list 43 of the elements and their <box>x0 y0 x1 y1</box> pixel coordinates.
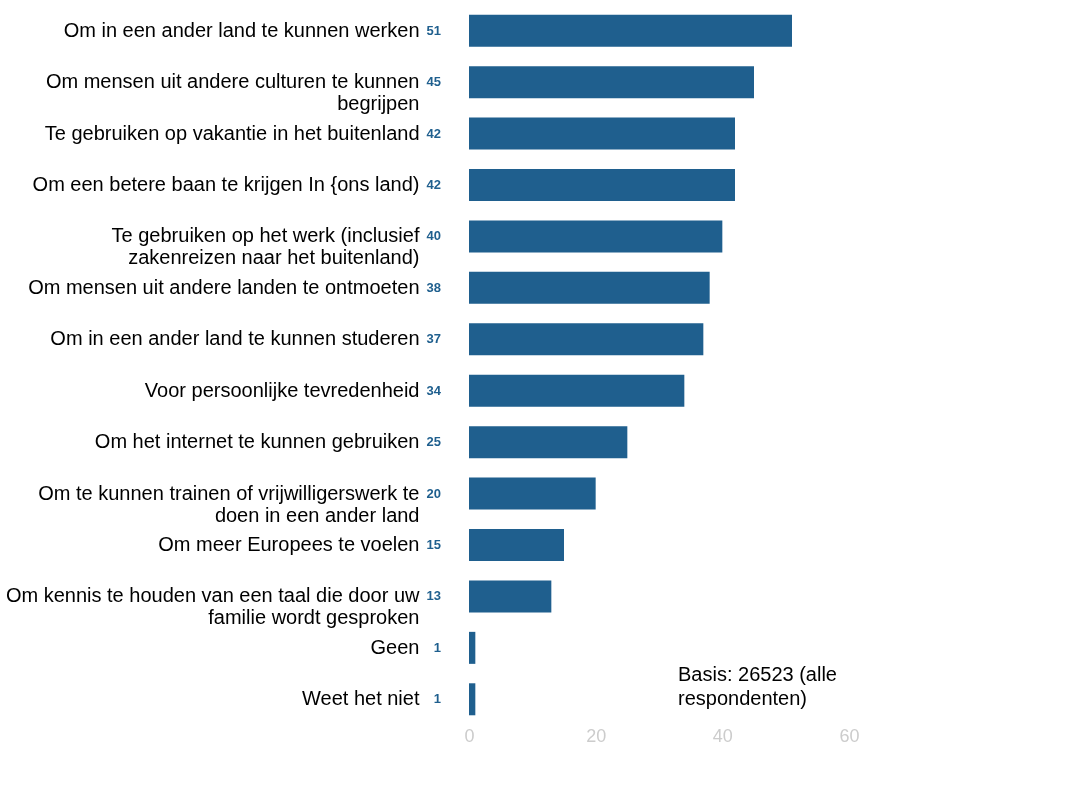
y-tick-label: Om in een ander land te kunnen werken <box>63 18 420 41</box>
bar <box>469 374 685 407</box>
data-label: 15 <box>426 537 441 552</box>
bar <box>469 529 564 561</box>
data-label: 34 <box>426 382 442 398</box>
bar <box>469 169 735 201</box>
y-tick-label: Te gebruiken op het werk (inclusief zakenreizen naar het buitenland) <box>111 224 420 269</box>
y-tick-label: Om meer Europees te voelen <box>158 533 420 555</box>
data-label: 42 <box>426 177 441 192</box>
bar <box>469 683 476 716</box>
bar <box>469 220 723 253</box>
y-tick-label: Om een betere baan te krijgen In {ons land) <box>32 173 420 195</box>
y-tick-label: Om mensen uit andere culturen te kunnen begrijpen <box>45 70 420 115</box>
data-label: 40 <box>426 228 441 244</box>
data-label: 38 <box>426 279 441 295</box>
annotation: Basis: 26523 (alle respondenten) <box>678 663 837 709</box>
y-tick-label: Geen <box>370 635 420 658</box>
bar <box>469 117 735 150</box>
data-label: 13 <box>426 588 441 604</box>
bar <box>469 477 596 510</box>
y-tick-label: Om het internet te kunnen gebruiken <box>94 430 420 453</box>
y-tick-label: Om in een ander land te kunnen studeren <box>50 327 420 350</box>
bar <box>469 271 710 304</box>
y-tick-label: Om kennis te houden van een taal die door uw familie wordt gesproken <box>5 584 421 629</box>
data-label: 37 <box>426 331 441 347</box>
bar <box>469 580 552 613</box>
data-label: 1 <box>433 639 441 655</box>
y-tick-label: Weet het niet <box>302 687 420 710</box>
y-tick-label: Te gebruiken op vakantie in het buitenland <box>44 121 420 144</box>
data-label: 42 <box>426 125 441 141</box>
y-tick-label: Om mensen uit andere landen te ontmoeten <box>28 275 420 298</box>
y-tick-label: Voor persoonlijke tevredenheid <box>144 378 420 401</box>
bar <box>469 426 628 459</box>
data-label: 45 <box>426 74 441 90</box>
bar <box>469 14 792 47</box>
data-label: 20 <box>426 485 441 501</box>
data-label: 1 <box>433 691 441 707</box>
y-tick-label: Om te kunnen trainen of vrijwilligerswerk te doen in een ander land <box>38 481 420 526</box>
data-label: 51 <box>426 22 441 38</box>
bar <box>469 66 754 99</box>
data-label: 25 <box>426 434 441 450</box>
bar <box>469 323 704 356</box>
bar <box>469 631 476 664</box>
